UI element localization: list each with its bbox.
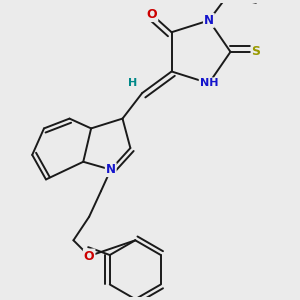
Text: NH: NH (200, 78, 218, 88)
Text: O: O (84, 250, 94, 262)
Text: N: N (204, 14, 214, 27)
Text: S: S (251, 45, 260, 58)
Text: O: O (147, 8, 157, 21)
Text: H: H (128, 78, 137, 88)
Text: N: N (106, 163, 116, 176)
